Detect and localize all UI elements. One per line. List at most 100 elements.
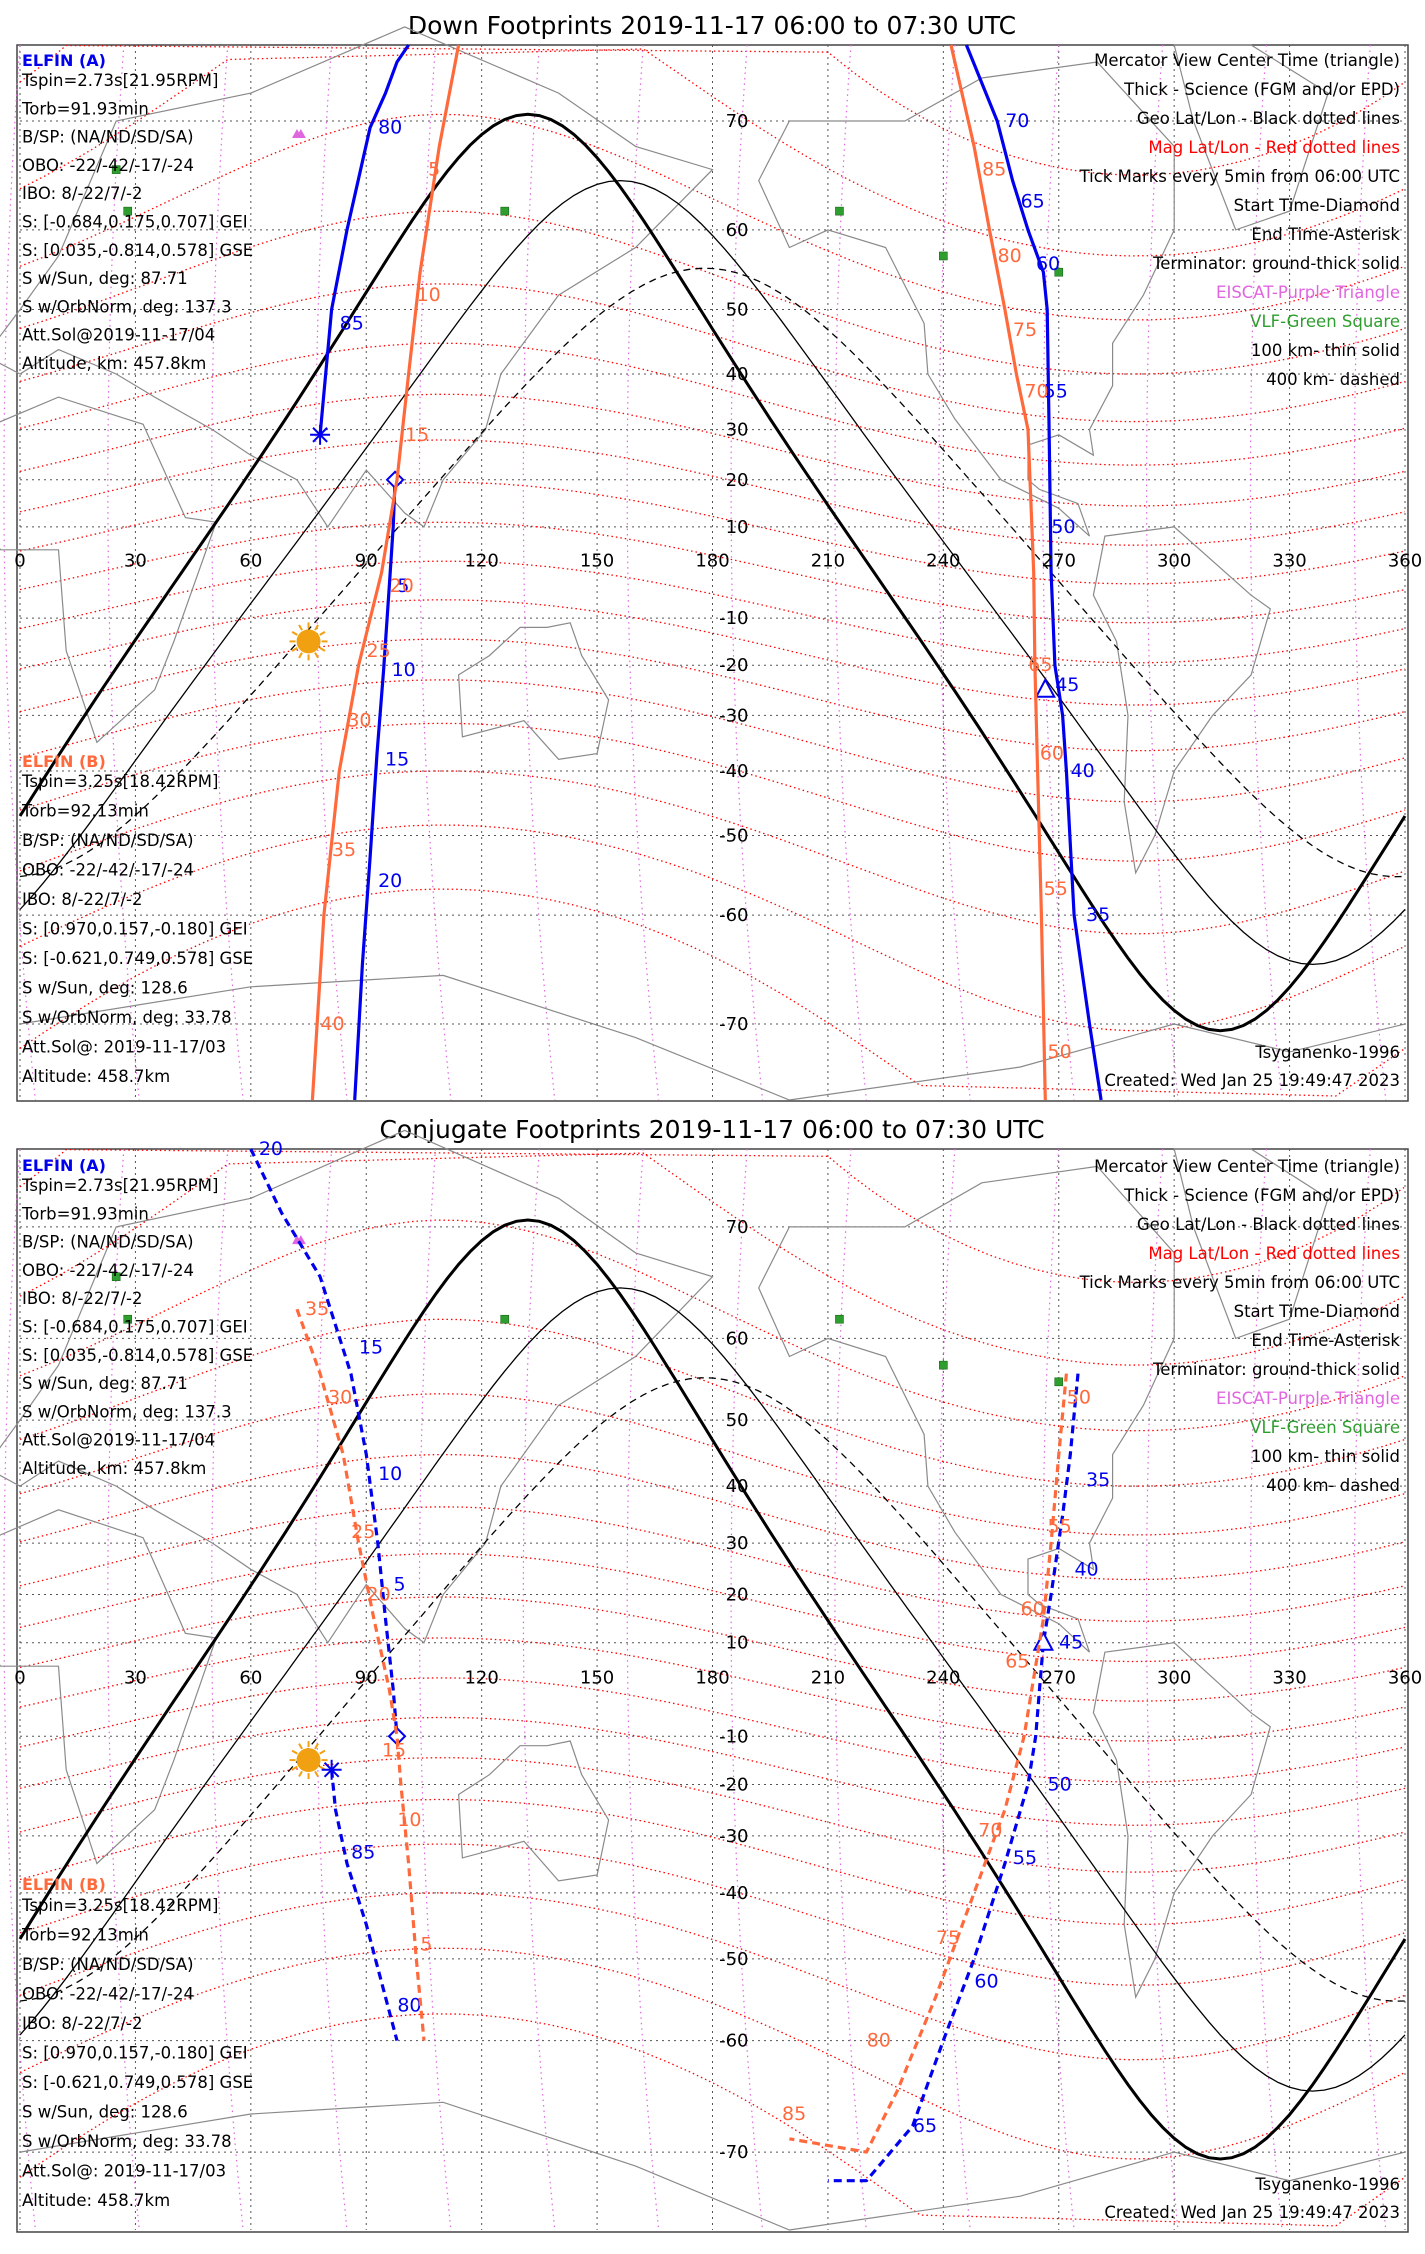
legend-entry: Mag Lat/Lon - Red dotted lines bbox=[1148, 1244, 1400, 1263]
time-tick-label: 60 bbox=[1021, 1598, 1045, 1620]
sun-ray bbox=[314, 624, 319, 631]
australia-outline bbox=[457, 1740, 610, 1882]
x-tick-label: 240 bbox=[926, 1668, 960, 1689]
x-tick-labels: 0 30 60 90 120 150 180 210 240 270 300 330 360 bbox=[14, 551, 1422, 572]
time-tick-label: 70 bbox=[1024, 380, 1048, 402]
time-tick-label: 65 bbox=[913, 2115, 937, 2137]
footer-line: Created: Wed Jan 25 19:49:47 2023 bbox=[1104, 1071, 1400, 1090]
x-tick-label: 180 bbox=[695, 551, 729, 572]
legend-entry: 100 km- thin solid bbox=[1251, 1447, 1400, 1466]
elfin-a-info-line: Att.Sol@2019-11-17/04 bbox=[22, 326, 215, 345]
antarctica-outline bbox=[19, 2101, 1406, 2231]
time-tick-label: 5 bbox=[397, 575, 409, 597]
legend-entry: Geo Lat/Lon - Black dotted lines bbox=[1137, 1215, 1400, 1234]
magnetic-graticule bbox=[3, 1148, 1406, 2231]
mag-longitude-line bbox=[730, 44, 764, 1101]
mag-latitude-line bbox=[19, 599, 1406, 706]
elfin-b-info-line: Altitude: 458.7km bbox=[22, 1067, 170, 1086]
footprint-track bbox=[827, 1373, 1080, 2183]
elfin-a-info-line: S: [-0.684,0.175,0.707] GEI bbox=[22, 213, 248, 232]
vlf-station-marker bbox=[835, 206, 844, 216]
mag-longitude-line bbox=[522, 44, 556, 1101]
mag-longitude-line bbox=[107, 44, 140, 1101]
greenland-outline bbox=[1173, 44, 1329, 231]
x-tick-label: 90 bbox=[355, 551, 378, 572]
time-tick-label: 40 bbox=[1071, 760, 1095, 782]
time-tick-label: 75 bbox=[1013, 319, 1037, 341]
magnetic-graticule bbox=[3, 44, 1406, 1101]
legend-entry: 400 km- dashed bbox=[1266, 370, 1400, 389]
y-tick-label: -10 bbox=[719, 608, 748, 629]
mag-latitude-line bbox=[19, 283, 1406, 423]
africa-outline bbox=[0, 396, 218, 744]
mag-latitude-line bbox=[19, 722, 1406, 862]
time-tick-label: 30 bbox=[328, 1387, 352, 1409]
elfin-b-info-line: B/SP: (NA/ND/SD/SA) bbox=[22, 831, 194, 850]
legend-entry: Tick Marks every 5min from 06:00 UTC bbox=[1079, 1273, 1400, 1292]
time-tick-label: 60 bbox=[974, 1970, 998, 1992]
vlf-station-marker bbox=[835, 1314, 844, 1324]
elfin-b-info-line: Tspin=3.25s[18.42RPM] bbox=[21, 772, 218, 791]
x-tick-label: 150 bbox=[580, 1668, 614, 1689]
elfin-b-title: ELFIN (B) bbox=[22, 1875, 106, 1894]
antarctica-outline bbox=[19, 974, 1406, 1101]
x-tick-label: 210 bbox=[811, 551, 845, 572]
time-tick-label: 70 bbox=[1005, 110, 1029, 132]
x-tick-label: 90 bbox=[355, 1668, 378, 1689]
y-tick-label: 70 bbox=[726, 1217, 749, 1238]
australia-outline bbox=[457, 622, 610, 760]
y-tick-label: -60 bbox=[719, 2031, 748, 2052]
mag-latitude-line bbox=[19, 1393, 1406, 1536]
legend-entry: Geo Lat/Lon - Black dotted lines bbox=[1137, 109, 1400, 128]
graticule bbox=[19, 1149, 1406, 2230]
legend-entry: Thick - Science (FGM and/or EPD) bbox=[1123, 1186, 1400, 1205]
y-tick-label: 50 bbox=[726, 1410, 749, 1431]
sun-ray bbox=[319, 1749, 326, 1755]
europe-asia-outline bbox=[0, 26, 714, 528]
time-tick-label: 35 bbox=[332, 839, 356, 861]
vlf-station-marker bbox=[111, 1272, 121, 1281]
graticule bbox=[19, 45, 1406, 1100]
mag-latitude-line bbox=[19, 1843, 1406, 1986]
x-tick-label: 330 bbox=[1272, 1668, 1306, 1689]
end-time-asterisk bbox=[312, 427, 328, 443]
x-tick-label: 180 bbox=[695, 1668, 729, 1689]
elfin-a-info-line: OBO: -22/-42/-17/-24 bbox=[22, 1261, 194, 1280]
mag-latitude-line bbox=[19, 679, 1406, 803]
time-tick-label: 80 bbox=[867, 2030, 891, 2052]
time-tick-label: 85 bbox=[782, 2103, 806, 2125]
elfin-a-info-line: Altitude, km: 457.8km bbox=[22, 354, 206, 373]
elfin-b-info-line: B/SP: (NA/ND/SD/SA) bbox=[22, 1955, 194, 1974]
mag-latitude-line bbox=[19, 888, 1406, 1097]
mag-longitude-line bbox=[834, 44, 867, 1101]
station-markers bbox=[111, 128, 1064, 661]
time-tick-label: 30 bbox=[347, 710, 371, 732]
x-tick-label: 300 bbox=[1157, 551, 1191, 572]
elfin-b-info-line: S w/OrbNorm, deg: 33.78 bbox=[22, 2132, 232, 2151]
y-tick-label: 20 bbox=[726, 470, 749, 491]
footprint-track bbox=[330, 1769, 399, 2042]
x-tick-label: 0 bbox=[14, 551, 25, 572]
elfin-a-info-line: S w/Sun, deg: 87.71 bbox=[22, 269, 188, 288]
y-tick-label: 70 bbox=[726, 111, 749, 132]
legend-entry: EISCAT-Purple Triangle bbox=[1216, 283, 1400, 302]
eiscat-marker bbox=[295, 128, 306, 138]
mag-latitude-line bbox=[19, 1318, 1406, 1487]
legend-entry: Mercator View Center Time (triangle) bbox=[1094, 1157, 1400, 1176]
time-tick-label: 5 bbox=[420, 1934, 432, 1956]
y-tick-label: 10 bbox=[726, 517, 749, 538]
sun-ray bbox=[314, 1770, 319, 1778]
x-tick-label: 150 bbox=[580, 551, 614, 572]
sun-ray bbox=[298, 1743, 303, 1750]
mag-latitude-line bbox=[19, 1596, 1406, 1702]
elfin-b-info-line: OBO: -22/-42/-17/-24 bbox=[22, 1985, 194, 2004]
elfin-b-info-line: S w/Sun, deg: 128.6 bbox=[22, 2103, 188, 2122]
time-tick-label: 50 bbox=[1048, 1774, 1072, 1796]
y-tick-label: 40 bbox=[726, 364, 749, 385]
sun-ray bbox=[319, 647, 326, 652]
time-tick-label: 25 bbox=[351, 1521, 375, 1543]
elfin-b-info-line: OBO: -22/-42/-17/-24 bbox=[22, 861, 194, 880]
elfin-a-info-line: Att.Sol@2019-11-17/04 bbox=[22, 1431, 215, 1450]
footprint-track bbox=[789, 1373, 1068, 2154]
